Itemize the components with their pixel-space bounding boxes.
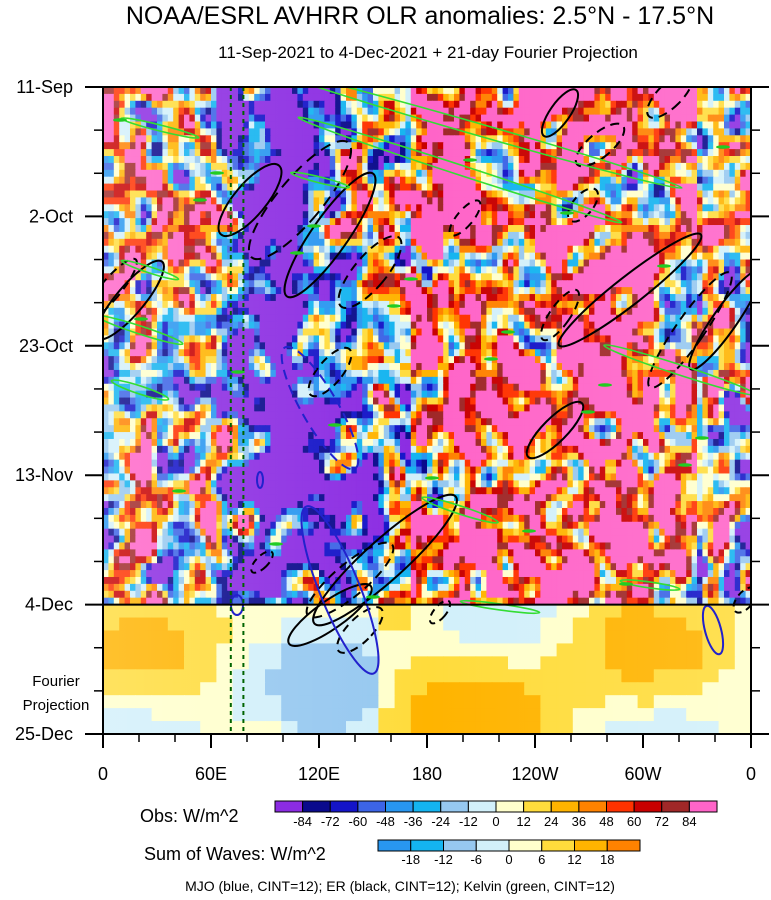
chart-subtitle: 11-Sep-2021 to 4-Dec-2021 + 21-day Fouri…: [218, 43, 638, 62]
chart-title: NOAA/ESRL AVHRR OLR anomalies: 2.5°N - 1…: [126, 2, 714, 30]
plot-area: [103, 87, 751, 734]
